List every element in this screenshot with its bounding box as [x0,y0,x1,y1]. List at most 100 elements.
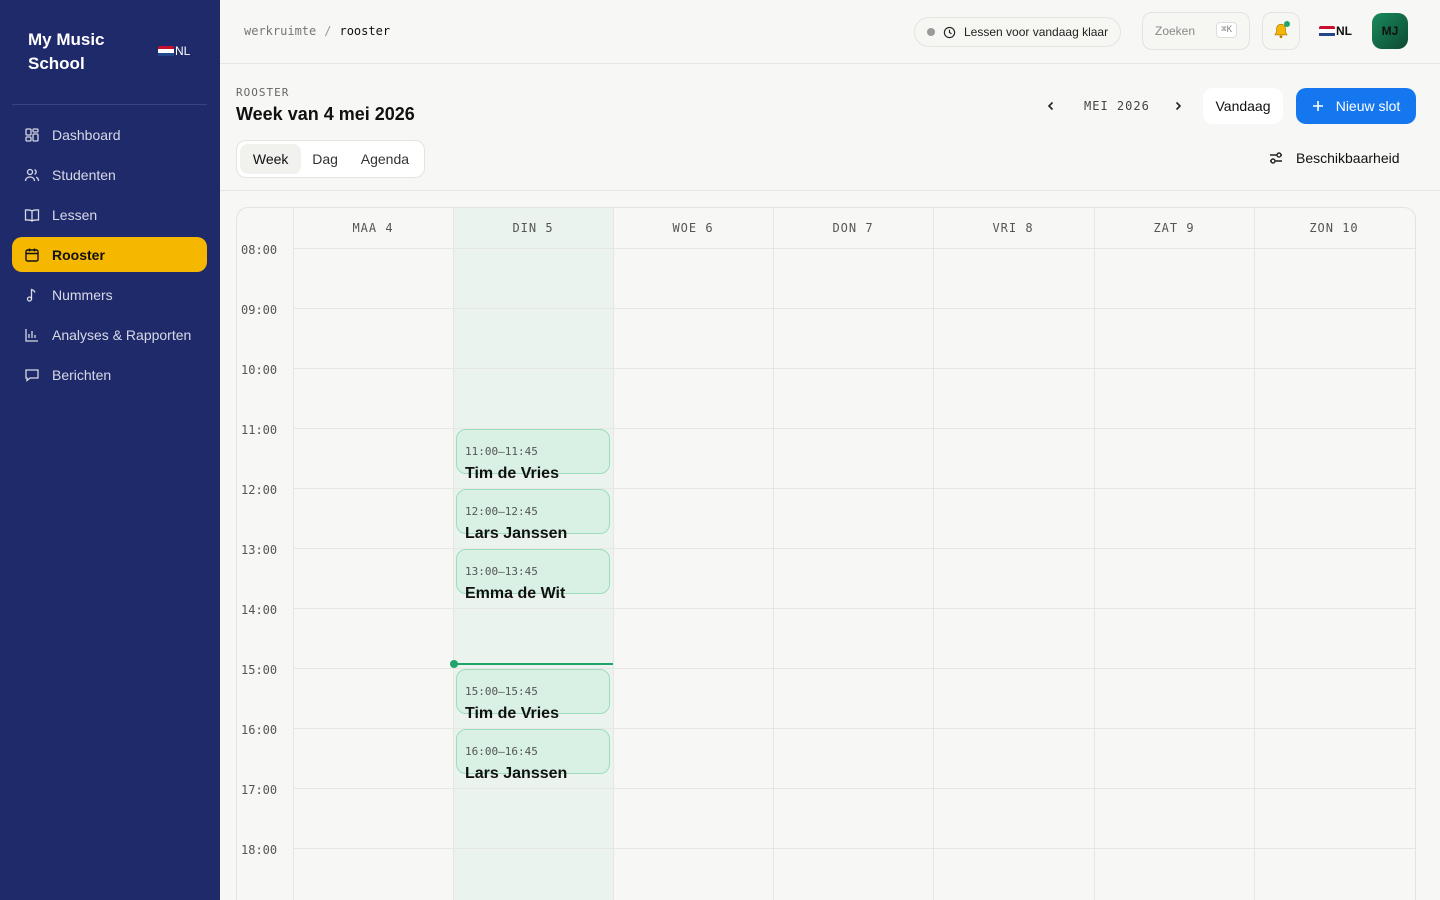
breadcrumb-separator: / [324,24,332,38]
dashboard-icon [25,127,39,142]
event-time: 13:00–13:45 [465,565,538,578]
sidebar-language-label: NL [175,44,191,58]
breadcrumb: werkruimte / rooster [244,24,390,38]
sidebar-item-label: Analyses & Rapporten [52,326,192,343]
hour-label: 16:00 [241,723,278,737]
event-time: 12:00–12:45 [465,505,538,518]
sidebar-item-berichten[interactable]: Berichten [12,357,207,392]
availability-label: Beschikbaarheid [1296,150,1400,166]
sidebar-item-label: Studenten [52,166,116,183]
event-time: 11:00–11:45 [465,445,538,458]
grid-line [293,608,1415,609]
sidebar-item-label: Nummers [52,286,113,303]
top-bar: werkruimte / rooster Lessen voor vandaag k… [220,0,1440,64]
calendar-icon [25,248,39,262]
grid-line [293,428,1415,429]
day-header-tue[interactable]: DIN 5 [512,221,554,235]
avatar[interactable]: MJ [1372,13,1408,49]
sidebar-item-lessen[interactable]: Lessen [12,197,207,232]
notifications-button[interactable] [1262,12,1300,50]
hour-label: 14:00 [241,603,278,617]
breadcrumb-current: rooster [339,24,391,38]
next-month-button[interactable] [1168,96,1188,116]
notification-dot [1284,21,1290,27]
language-switch[interactable]: NL [1319,24,1352,38]
hour-label: 12:00 [241,483,278,497]
lesson-event[interactable]: 12:00–12:45 Lars Janssen [456,489,610,542]
header-divider [220,190,1440,191]
hour-label: 11:00 [241,423,278,437]
app-brand: My Music School [28,30,105,73]
event-student: Lars Janssen [465,765,568,782]
netherlands-flag-icon [1319,25,1335,37]
grid-line [1094,208,1095,900]
today-button[interactable]: Vandaag [1203,88,1283,124]
netherlands-flag-icon [158,45,174,57]
day-header-sat[interactable]: ZAT 9 [1153,221,1195,235]
sidebar-item-rooster[interactable]: Rooster [12,237,207,272]
hour-label: 18:00 [241,843,278,857]
grid-line [293,208,294,900]
tab-week[interactable]: Week [240,144,302,174]
sliders-icon [1270,152,1282,164]
day-header-wed[interactable]: WOE 6 [672,221,714,235]
sidebar-item-dashboard[interactable]: Dashboard [12,117,207,152]
grid-line [293,308,1415,309]
grid-line [293,848,1415,849]
page-eyebrow: ROOSTER [236,86,290,99]
grid-line [933,208,934,900]
grid-line [293,548,1415,549]
status-dot [927,28,935,36]
chevron-left-icon [1047,101,1054,111]
lesson-event[interactable]: 11:00–11:45 Tim de Vries [456,429,610,482]
sidebar-item-studenten[interactable]: Studenten [12,157,207,192]
current-month: MEI 2026 [1084,99,1150,113]
grid-line [293,728,1415,729]
lesson-event[interactable]: 16:00–16:45 Lars Janssen [456,729,610,782]
event-student: Tim de Vries [465,705,559,722]
event-time: 16:00–16:45 [465,745,538,758]
status-text: Lessen voor vandaag klaar [964,25,1109,39]
previous-month-button[interactable] [1041,96,1061,116]
hour-label: 08:00 [241,243,278,257]
page-title: Week van 4 mei 2026 [236,104,415,124]
music-note-icon [26,288,36,302]
grid-line [293,668,1415,669]
day-header-sun[interactable]: ZON 10 [1309,221,1359,235]
hour-label: 13:00 [241,543,278,557]
sidebar-item-analyses-rapporten[interactable]: Analyses & Rapporten [12,317,207,352]
sidebar-item-nummers[interactable]: Nummers [12,277,207,312]
chevron-right-icon [1175,101,1182,111]
view-tabs: Week Dag Agenda [236,140,425,178]
sidebar-item-label: Lessen [52,206,98,223]
grid-line [613,208,614,900]
day-header-fri[interactable]: VRI 8 [992,221,1034,235]
breadcrumb-workspace[interactable]: werkruimte [244,24,317,38]
week-calendar: MAA 4 DIN 5 WOE 6 DON 7 VRI 8 ZAT 9 ZON … [236,207,1416,900]
grid-line [293,488,1415,489]
grid-line [293,248,1415,249]
book-icon [24,208,40,222]
day-header-thu[interactable]: DON 7 [832,221,874,235]
hour-label: 10:00 [241,363,278,377]
new-slot-label: Nieuw slot [1335,98,1401,114]
lesson-event[interactable]: 13:00–13:45 Emma de Wit [456,549,610,602]
current-time-line [453,663,613,665]
bar-chart-icon [25,328,38,342]
grid-line [1254,208,1255,900]
hour-label: 09:00 [241,303,278,317]
event-student: Lars Janssen [465,525,568,542]
availability-button[interactable]: Beschikbaarheid [1268,150,1400,166]
bell-icon [1274,23,1288,39]
status-badge: Lessen voor vandaag klaar [914,17,1122,47]
message-icon [25,368,39,382]
sidebar-language-switch[interactable]: NL [158,44,190,58]
day-header-mon[interactable]: MAA 4 [352,221,394,235]
search-input[interactable]: Zoeken ⌘K [1142,12,1250,50]
tab-dag[interactable]: Dag [312,151,338,167]
lesson-event[interactable]: 15:00–15:45 Tim de Vries [456,669,610,722]
sidebar-item-label: Dashboard [52,126,121,143]
grid-line [293,788,1415,789]
tab-agenda[interactable]: Agenda [360,151,410,167]
new-slot-button[interactable]: Nieuw slot [1296,88,1416,124]
